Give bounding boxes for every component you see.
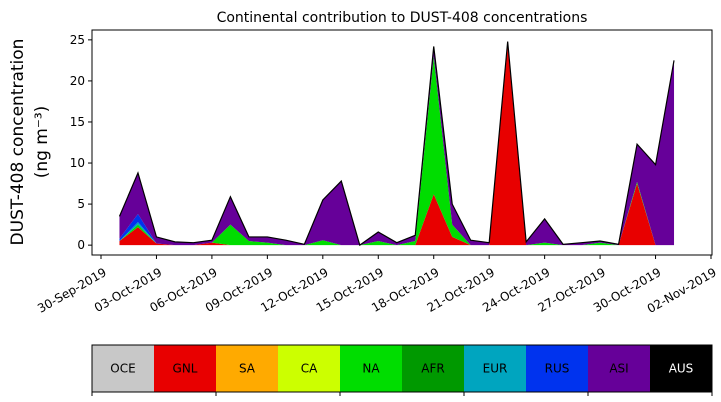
- area: [119, 45, 675, 246]
- legend-swatch: [216, 345, 278, 392]
- y-tick-label: 20: [70, 74, 85, 88]
- legend-label: SA: [239, 362, 256, 376]
- legend-label: GNL: [173, 362, 198, 376]
- legend-label: AFR: [421, 362, 444, 376]
- chart-title: Continental contribution to DUST-408 con…: [217, 10, 588, 26]
- legend-label: CA: [301, 362, 318, 376]
- legend-frame: [91, 344, 713, 393]
- area: [118, 41, 675, 247]
- legend-label: OCE: [110, 362, 135, 376]
- area: [119, 45, 675, 246]
- y-axis-label: DUST-408 concentration: [8, 39, 28, 246]
- legend-swatch: [650, 345, 712, 392]
- area: [119, 45, 675, 246]
- area: [119, 45, 675, 246]
- legend-label: NA: [362, 362, 380, 376]
- area: [119, 45, 675, 246]
- y-tick-label: 15: [70, 115, 85, 129]
- y-axis-label: (ng m⁻³): [32, 106, 52, 179]
- legend-swatch: [588, 345, 650, 392]
- legend-swatch: [278, 345, 340, 392]
- plot-frame: [91, 29, 713, 256]
- legend-swatch: [526, 345, 588, 392]
- legend-swatch: [92, 345, 154, 392]
- y-tick-label: 10: [70, 156, 85, 170]
- legend-swatch: [402, 345, 464, 392]
- y-tick-label: 0: [77, 238, 85, 252]
- y-tick-label: 5: [77, 197, 85, 211]
- area: [119, 45, 675, 246]
- legend-swatch: [154, 345, 216, 392]
- area: [119, 45, 675, 246]
- legend-swatch: [464, 345, 526, 392]
- legend-label: AUS: [669, 362, 694, 376]
- legend-swatch: [340, 345, 402, 392]
- legend-label: ASI: [609, 362, 628, 376]
- legend-label: EUR: [483, 362, 508, 376]
- legend-label: RUS: [545, 362, 570, 376]
- y-tick-label: 25: [70, 33, 85, 47]
- area: [119, 41, 675, 246]
